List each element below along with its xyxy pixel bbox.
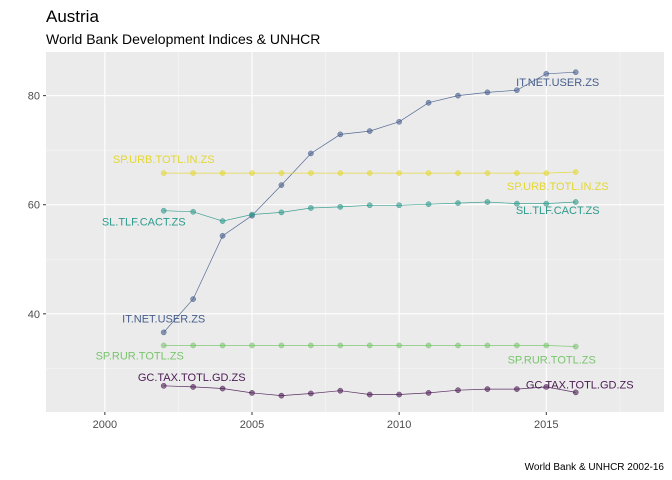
data-point <box>190 384 196 390</box>
data-point <box>514 87 520 94</box>
data-point <box>278 392 285 399</box>
y-tick-label: 40 <box>28 309 40 321</box>
data-point <box>219 218 226 224</box>
data-point <box>425 170 432 176</box>
data-point <box>572 169 579 175</box>
data-point <box>337 170 344 176</box>
data-point <box>249 211 255 218</box>
data-point <box>455 170 461 176</box>
data-point <box>484 342 491 349</box>
data-point <box>337 131 344 138</box>
data-point <box>249 170 255 176</box>
data-point <box>366 128 373 134</box>
data-point <box>366 342 373 349</box>
data-point <box>160 170 167 176</box>
chart-title: Austria <box>46 7 99 26</box>
x-tick-label: 2005 <box>240 419 264 431</box>
data-point <box>308 390 314 397</box>
data-point <box>219 385 226 392</box>
data-point <box>219 342 226 349</box>
data-point <box>190 208 196 215</box>
series-label-start: SP.RUR.TOTL.ZS <box>96 350 184 362</box>
data-point <box>543 200 550 207</box>
data-point <box>484 170 491 176</box>
x-tick-label: 2000 <box>93 419 117 431</box>
data-point <box>190 342 196 349</box>
data-point <box>455 387 461 394</box>
data-point <box>160 207 167 214</box>
data-point <box>190 296 196 302</box>
data-point <box>484 199 491 205</box>
data-point <box>455 200 461 206</box>
data-point <box>337 342 344 349</box>
data-point <box>425 99 432 106</box>
data-point <box>366 170 373 176</box>
data-point <box>484 89 491 96</box>
data-point <box>396 118 402 125</box>
data-point <box>308 150 314 157</box>
series-label-start: SP.URB.TOTL.IN.ZS <box>113 154 215 166</box>
data-point <box>278 209 285 216</box>
x-tick-label: 2010 <box>387 419 411 431</box>
y-tick-label: 80 <box>28 91 40 103</box>
data-point <box>514 342 520 349</box>
data-point <box>278 182 285 188</box>
data-point <box>572 343 579 350</box>
data-point <box>278 342 285 349</box>
data-point <box>160 329 167 336</box>
data-point <box>572 199 579 205</box>
data-point <box>455 342 461 349</box>
data-point <box>219 232 226 239</box>
data-point <box>572 69 579 76</box>
chart-caption: World Bank & UNHCR 2002-16 <box>525 462 665 473</box>
plot-area: 2000 2005 2010 2015 40 60 80 IT.NET.USER.ZS IT.N… <box>28 52 664 431</box>
data-point <box>337 387 344 394</box>
data-point <box>308 342 314 349</box>
data-point <box>366 391 373 398</box>
data-point <box>366 202 373 209</box>
data-point <box>455 92 461 99</box>
series-label-start: GC.TAX.TOTL.GD.ZS <box>138 372 246 384</box>
y-tick-label: 60 <box>28 200 40 212</box>
data-point <box>396 342 402 349</box>
data-point <box>543 342 550 349</box>
data-point <box>190 170 196 176</box>
data-point <box>308 170 314 176</box>
series-label-end: GC.TAX.TOTL.GD.ZS <box>526 379 634 391</box>
x-tick-label: 2015 <box>534 419 558 431</box>
series-label-end: IT.NET.USER.ZS <box>516 77 599 89</box>
data-point <box>543 170 550 176</box>
data-point <box>484 386 491 392</box>
data-point <box>249 342 255 349</box>
series-label-end: SP.RUR.TOTL.ZS <box>508 355 596 367</box>
data-point <box>278 170 285 176</box>
data-point <box>425 342 432 349</box>
data-point <box>514 170 520 176</box>
data-point <box>308 205 314 211</box>
data-point <box>249 390 255 396</box>
data-point <box>396 202 402 209</box>
series-label-end: SL.TLF.CACT.ZS <box>516 205 600 217</box>
data-point <box>425 201 432 208</box>
data-point <box>396 170 402 176</box>
data-point <box>543 70 550 77</box>
series-label-start: IT.NET.USER.ZS <box>122 313 205 325</box>
data-point <box>160 382 167 389</box>
plot-panel <box>46 52 664 412</box>
series-label-start: SL.TLF.CACT.ZS <box>102 217 186 229</box>
data-point <box>160 342 167 349</box>
series-label-end: SP.URB.TOTL.IN.ZS <box>507 181 609 193</box>
data-point <box>514 386 520 392</box>
data-point <box>219 170 226 176</box>
data-point <box>543 384 550 390</box>
data-point <box>514 200 520 207</box>
data-point <box>572 389 579 396</box>
chart-subtitle: World Bank Development Indices & UNHCR <box>46 31 320 47</box>
data-point <box>337 204 344 210</box>
data-point <box>396 391 402 398</box>
data-point <box>425 390 432 396</box>
